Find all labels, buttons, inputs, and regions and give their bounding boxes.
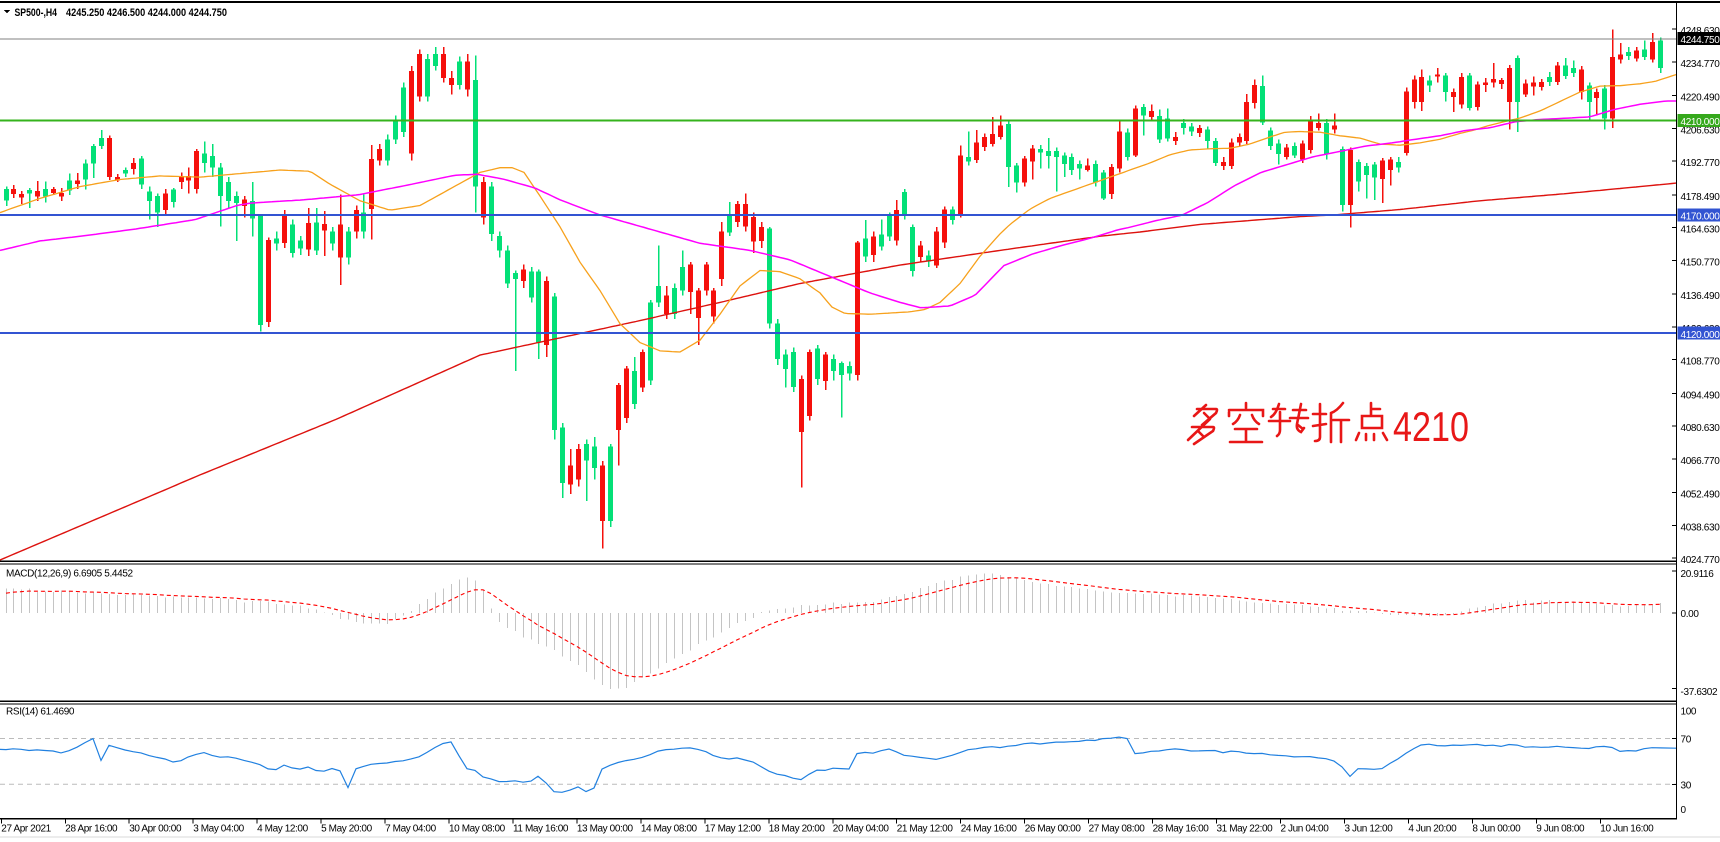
svg-text:4220.490: 4220.490	[1681, 93, 1720, 104]
svg-text:11 May 16:00: 11 May 16:00	[513, 824, 569, 835]
svg-text:4094.490: 4094.490	[1681, 390, 1720, 401]
svg-text:4024.770: 4024.770	[1681, 555, 1720, 566]
svg-text:3 Jun 12:00: 3 Jun 12:00	[1345, 824, 1394, 835]
svg-text:28 Apr 16:00: 28 Apr 16:00	[65, 824, 118, 835]
svg-text:4120.000: 4120.000	[1681, 330, 1720, 341]
svg-text:100: 100	[1681, 706, 1697, 717]
svg-text:4210: 4210	[1393, 403, 1469, 450]
svg-text:27 May 08:00: 27 May 08:00	[1089, 824, 1146, 835]
svg-text:4052.490: 4052.490	[1681, 490, 1720, 501]
svg-text:0.00: 0.00	[1681, 609, 1700, 620]
svg-text:4206.630: 4206.630	[1681, 125, 1720, 136]
svg-text:21 May 12:00: 21 May 12:00	[897, 824, 954, 835]
svg-text:4 May 12:00: 4 May 12:00	[257, 824, 308, 835]
svg-text:SP500-,H4: SP500-,H4	[15, 7, 58, 19]
svg-text:30: 30	[1681, 780, 1692, 791]
svg-text:30 Apr 00:00: 30 Apr 00:00	[129, 824, 182, 835]
svg-text:4245.250 4246.500 4244.000 424: 4245.250 4246.500 4244.000 4244.750	[66, 7, 227, 19]
svg-text:27 Apr 2021: 27 Apr 2021	[1, 824, 51, 835]
svg-text:4 Jun 20:00: 4 Jun 20:00	[1408, 824, 1457, 835]
svg-text:31 May 22:00: 31 May 22:00	[1217, 824, 1274, 835]
svg-text:4244.750: 4244.750	[1681, 35, 1720, 46]
svg-text:13 May 00:00: 13 May 00:00	[577, 824, 634, 835]
svg-text:26 May 00:00: 26 May 00:00	[1025, 824, 1082, 835]
svg-text:4066.770: 4066.770	[1681, 456, 1720, 467]
svg-text:4108.770: 4108.770	[1681, 357, 1720, 368]
svg-text:4170.000: 4170.000	[1681, 212, 1720, 223]
svg-text:2 Jun 04:00: 2 Jun 04:00	[1281, 824, 1330, 835]
svg-text:4192.770: 4192.770	[1681, 158, 1720, 169]
svg-text:20 May 04:00: 20 May 04:00	[833, 824, 890, 835]
svg-text:4248.630: 4248.630	[1681, 26, 1720, 37]
svg-text:7 May 04:00: 7 May 04:00	[385, 824, 436, 835]
svg-text:RSI(14) 61.4690: RSI(14) 61.4690	[6, 707, 75, 718]
svg-text:18 May 20:00: 18 May 20:00	[769, 824, 826, 835]
svg-text:10 Jun 16:00: 10 Jun 16:00	[1600, 824, 1654, 835]
svg-text:14 May 08:00: 14 May 08:00	[641, 824, 698, 835]
svg-text:4164.630: 4164.630	[1681, 225, 1720, 236]
svg-text:-37.6302: -37.6302	[1681, 687, 1718, 698]
svg-text:10 May 08:00: 10 May 08:00	[449, 824, 506, 835]
svg-text:17 May 12:00: 17 May 12:00	[705, 824, 762, 835]
svg-text:MACD(12,26,9) 6.6905 5.4452: MACD(12,26,9) 6.6905 5.4452	[6, 569, 134, 580]
svg-text:8 Jun 00:00: 8 Jun 00:00	[1472, 824, 1521, 835]
svg-text:4038.630: 4038.630	[1681, 523, 1720, 534]
svg-text:4178.490: 4178.490	[1681, 192, 1720, 203]
svg-text:5 May 20:00: 5 May 20:00	[321, 824, 372, 835]
svg-text:20.9116: 20.9116	[1681, 569, 1715, 580]
svg-text:24 May 16:00: 24 May 16:00	[961, 824, 1018, 835]
svg-text:4210.000: 4210.000	[1681, 117, 1720, 128]
svg-text:0: 0	[1681, 805, 1687, 816]
svg-text:9 Jun 08:00: 9 Jun 08:00	[1536, 824, 1585, 835]
svg-text:4136.490: 4136.490	[1681, 291, 1720, 302]
svg-text:4234.770: 4234.770	[1681, 59, 1720, 70]
svg-text:4080.630: 4080.630	[1681, 423, 1720, 434]
svg-text:4150.770: 4150.770	[1681, 257, 1720, 268]
svg-text:3 May 04:00: 3 May 04:00	[193, 824, 244, 835]
svg-text:28 May 16:00: 28 May 16:00	[1153, 824, 1210, 835]
svg-text:70: 70	[1681, 735, 1692, 746]
